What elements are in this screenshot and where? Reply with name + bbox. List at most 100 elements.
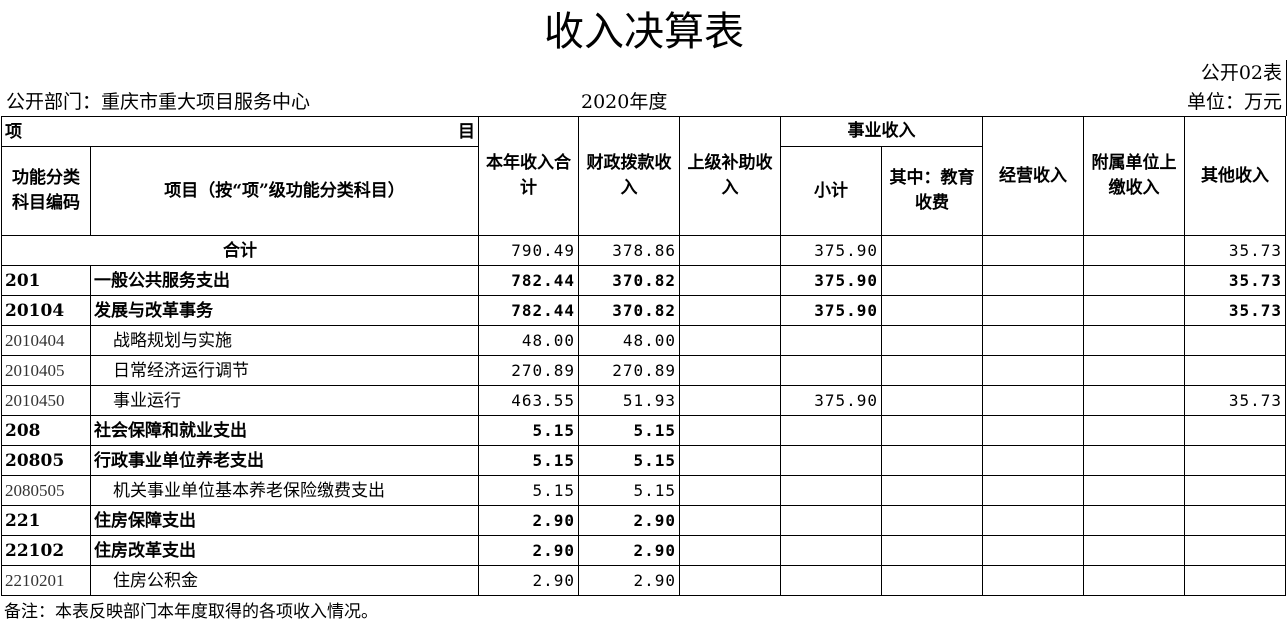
cell-superior (679, 385, 781, 416)
row-code: 201 (1, 265, 91, 296)
header-superior: 上级补助收入 (679, 116, 781, 236)
cell-edu (881, 265, 983, 296)
cell-affiliated (1083, 235, 1185, 266)
cell-subtotal (780, 415, 882, 446)
row-name: 发展与改革事务 (90, 295, 479, 326)
cell-other (1184, 355, 1286, 386)
header-affiliated: 附属单位上缴收入 (1083, 116, 1185, 236)
cell-superior (679, 265, 781, 296)
cell-affiliated (1083, 325, 1185, 356)
cell-total: 5.15 (478, 415, 579, 446)
table-row: 2010405 日常经济运行调节 270.89 270.89 (1, 355, 1286, 386)
cell-edu (881, 475, 983, 506)
cell-edu (881, 295, 983, 326)
cell-edu (881, 235, 983, 266)
cell-other: 35.73 (1184, 235, 1286, 266)
header-other: 其他收入 (1184, 116, 1286, 236)
cell-fiscal: 2.90 (578, 505, 680, 536)
cell-operating (982, 295, 1084, 326)
cell-total: 782.44 (478, 265, 579, 296)
table-row: 208 社会保障和就业支出 5.15 5.15 (1, 415, 1286, 446)
table-row: 22102 住房改革支出 2.90 2.90 (1, 535, 1286, 566)
header-item-right: 目 (458, 121, 475, 142)
header-edu: 其中：教育收费 (881, 146, 983, 236)
cell-operating (982, 355, 1084, 386)
row-name: 社会保障和就业支出 (90, 415, 479, 446)
cell-total: 463.55 (478, 385, 579, 416)
cell-fiscal: 48.00 (578, 325, 680, 356)
cell-fiscal: 370.82 (578, 265, 680, 296)
income-table: 项 目 本年收入合计 财政拨款收入 上级补助收入 事业收入 经营收入 附属单位上… (1, 116, 1286, 596)
cell-total: 270.89 (478, 355, 579, 386)
cell-affiliated (1083, 475, 1185, 506)
cell-superior (679, 535, 781, 566)
cell-fiscal: 5.15 (578, 475, 680, 506)
cell-subtotal (780, 535, 882, 566)
cell-operating (982, 415, 1084, 446)
row-code: 2010404 (1, 325, 91, 356)
cell-operating (982, 235, 1084, 266)
cell-subtotal: 375.90 (780, 295, 882, 326)
row-name: 行政事业单位养老支出 (90, 445, 479, 476)
cell-affiliated (1083, 535, 1185, 566)
cell-fiscal: 370.82 (578, 295, 680, 326)
cell-total: 5.15 (478, 445, 579, 476)
cell-superior (679, 505, 781, 536)
cell-affiliated (1083, 445, 1185, 476)
table-row: 20104 发展与改革事务 782.44 370.82 375.90 35.73 (1, 295, 1286, 326)
cell-fiscal: 270.89 (578, 355, 680, 386)
cell-superior (679, 475, 781, 506)
header-name: 项目（按“项”级功能分类科目） (90, 146, 479, 236)
cell-other: 35.73 (1184, 265, 1286, 296)
cell-total: 2.90 (478, 565, 579, 596)
table-row: 2010404 战略规划与实施 48.00 48.00 (1, 325, 1286, 356)
cell-edu (881, 505, 983, 536)
cell-operating (982, 445, 1084, 476)
cell-subtotal (780, 565, 882, 596)
cell-affiliated (1083, 565, 1185, 596)
row-name: 合计 (1, 235, 479, 266)
cell-edu (881, 415, 983, 446)
header-fiscal: 财政拨款收入 (578, 116, 680, 236)
cell-fiscal: 378.86 (578, 235, 680, 266)
row-name: 日常经济运行调节 (90, 355, 479, 386)
table-row: 201 一般公共服务支出 782.44 370.82 375.90 35.73 (1, 265, 1286, 296)
cell-affiliated (1083, 415, 1185, 446)
row-name: 住房保障支出 (90, 505, 479, 536)
cell-other (1184, 505, 1286, 536)
department-label: 公开部门：重庆市重大项目服务中心 (6, 91, 311, 113)
cell-subtotal (780, 475, 882, 506)
cell-superior (679, 445, 781, 476)
cell-edu (881, 385, 983, 416)
cell-subtotal (780, 355, 882, 386)
cell-operating (982, 265, 1084, 296)
table-row: 221 住房保障支出 2.90 2.90 (1, 505, 1286, 536)
cell-subtotal: 375.90 (780, 385, 882, 416)
row-code: 2080505 (1, 475, 91, 506)
row-code: 20805 (1, 445, 91, 476)
table-row: 2080505 机关事业单位基本养老保险缴费支出 5.15 5.15 (1, 475, 1286, 506)
unit-label: 单位：万元 (1186, 91, 1282, 113)
cell-superior (679, 355, 781, 386)
cell-other (1184, 325, 1286, 356)
row-code: 20104 (1, 295, 91, 326)
row-name: 一般公共服务支出 (90, 265, 479, 296)
cell-affiliated (1083, 265, 1185, 296)
cell-operating (982, 535, 1084, 566)
cell-subtotal (780, 325, 882, 356)
cell-edu (881, 355, 983, 386)
cell-superior (679, 565, 781, 596)
cell-fiscal: 51.93 (578, 385, 680, 416)
cell-fiscal: 5.15 (578, 445, 680, 476)
year-label: 2020年度 (581, 91, 668, 113)
cell-other (1184, 445, 1286, 476)
row-code: 2010405 (1, 355, 91, 386)
cell-subtotal (780, 505, 882, 536)
header-total: 本年收入合计 (478, 116, 579, 236)
table-row: 2010450 事业运行 463.55 51.93 375.90 35.73 (1, 385, 1286, 416)
header-item: 项 目 (1, 116, 479, 147)
header-subtotal: 小计 (780, 146, 882, 236)
cell-operating (982, 565, 1084, 596)
cell-subtotal: 375.90 (780, 265, 882, 296)
cell-operating (982, 475, 1084, 506)
